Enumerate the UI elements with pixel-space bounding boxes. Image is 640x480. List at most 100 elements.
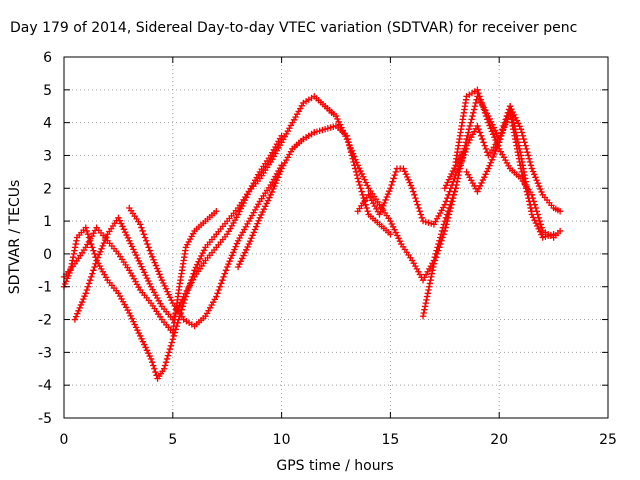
data-trace <box>193 219 207 233</box>
data-trace <box>542 231 555 240</box>
data-trace <box>486 142 502 169</box>
data-trace <box>138 335 153 360</box>
data-trace <box>453 96 470 162</box>
data-point <box>419 313 427 320</box>
data-trace <box>127 312 142 337</box>
data-trace <box>269 135 284 156</box>
data-trace <box>344 138 360 166</box>
data-point <box>136 221 144 228</box>
data-trace <box>127 207 142 225</box>
chart-title: Day 179 of 2014, Sidereal Day-to-day VTE… <box>10 20 577 36</box>
data-trace <box>324 104 338 118</box>
data-trace <box>279 122 295 143</box>
data-trace <box>149 253 164 281</box>
data-trace <box>552 229 562 239</box>
data-point <box>441 185 448 192</box>
data-trace <box>432 204 447 225</box>
data-point <box>82 224 89 231</box>
data-trace <box>420 263 437 317</box>
y-tick-label: -1 <box>38 280 52 296</box>
data-trace <box>117 253 131 271</box>
data-trace <box>62 263 76 278</box>
data-point <box>71 316 79 323</box>
data-trace <box>139 289 153 304</box>
data-trace <box>148 359 160 379</box>
data-trace <box>466 88 478 98</box>
y-tick-label: -4 <box>38 378 52 394</box>
data-trace <box>72 293 88 320</box>
data-trace <box>269 141 284 163</box>
data-point <box>126 237 133 244</box>
data-trace <box>160 318 174 334</box>
data-point <box>485 165 492 172</box>
data-point <box>136 332 144 340</box>
data-trace <box>454 145 469 166</box>
data-trace <box>106 240 120 255</box>
data-point <box>354 175 361 182</box>
data-trace <box>541 194 555 209</box>
data-trace <box>475 89 491 123</box>
data-point <box>528 165 536 172</box>
data-trace <box>496 106 513 143</box>
data-trace <box>225 214 240 235</box>
data-trace <box>552 205 562 214</box>
data-trace <box>215 220 229 235</box>
data-trace <box>475 168 491 192</box>
data-point <box>234 211 242 218</box>
data-trace <box>182 276 197 297</box>
data-trace <box>324 123 337 132</box>
data-point <box>474 122 481 130</box>
data-trace <box>355 164 371 189</box>
data-point <box>160 365 168 372</box>
data-point <box>93 257 100 264</box>
data-trace <box>61 269 73 288</box>
plot-frame <box>63 56 609 419</box>
data-trace <box>247 171 262 192</box>
tick-layer: 0 5 10 15 20 25 -5 -4 -3 -2 -1 0 1 2 3 4 5 6 <box>38 50 617 448</box>
data-point <box>528 211 536 218</box>
data-point <box>430 260 438 267</box>
data-trace <box>279 148 295 169</box>
data-point <box>169 336 176 343</box>
data-trace <box>334 115 349 140</box>
data-trace <box>160 279 175 304</box>
data-trace <box>138 224 154 254</box>
data-point <box>387 185 394 192</box>
data-trace <box>313 95 327 108</box>
data-trace <box>149 302 164 321</box>
data-trace <box>422 218 435 227</box>
data-trace <box>442 188 459 231</box>
data-point <box>387 231 394 238</box>
data-trace <box>138 263 153 288</box>
data-trace <box>127 240 142 265</box>
data-trace <box>431 231 447 264</box>
data-trace <box>83 260 99 294</box>
data-trace <box>94 233 110 261</box>
data-trace <box>193 315 207 328</box>
data-trace <box>377 187 393 215</box>
data-trace <box>193 260 207 278</box>
data-trace <box>530 214 545 238</box>
data-point <box>213 293 220 300</box>
data-point <box>267 191 274 199</box>
x-tick-label: 15 <box>381 432 399 448</box>
data-point <box>213 208 220 215</box>
data-trace <box>116 217 132 242</box>
data-trace <box>84 227 99 248</box>
data-point <box>400 165 407 172</box>
data-trace <box>518 129 535 169</box>
data-trace <box>225 240 241 268</box>
data-trace <box>247 201 262 222</box>
series-4 <box>126 162 285 330</box>
data-point <box>506 103 514 110</box>
data-point <box>485 119 492 126</box>
data-trace <box>106 279 120 294</box>
data-trace <box>258 194 273 219</box>
data-trace <box>401 168 415 189</box>
data-trace <box>236 220 251 242</box>
data-trace <box>204 246 218 262</box>
data-point <box>496 139 503 146</box>
y-tick-label: 4 <box>43 116 52 132</box>
